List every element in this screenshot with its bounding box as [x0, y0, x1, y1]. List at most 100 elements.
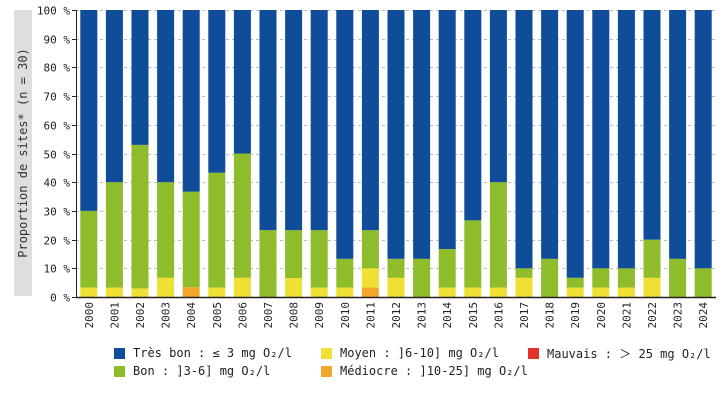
bar-2006-bon — [233, 153, 251, 278]
legend-swatch-mauvais — [528, 347, 539, 359]
y-tick-label-40: 40 % — [44, 177, 71, 190]
bar-2004-bon — [182, 191, 200, 288]
bar-2008-bon — [285, 230, 303, 279]
legend-item-mauvais: Mauvais : ＞ 25 mg O₂/l — [528, 344, 711, 362]
y-tick-label-100: 100 % — [37, 5, 70, 18]
bar-2003-tres-bon — [157, 10, 175, 183]
x-tick-label-2010: 2010 — [339, 302, 352, 329]
bar-2009-moyen — [310, 287, 328, 297]
bar-2000-tres-bon — [80, 10, 98, 211]
bar-2022-tres-bon — [643, 10, 661, 240]
bar-2023-bon — [669, 258, 687, 297]
bar-2012-moyen — [387, 277, 405, 297]
x-tick-label-2006: 2006 — [236, 302, 249, 329]
x-tick-label-2004: 2004 — [185, 302, 198, 329]
bar-2001-bon — [105, 182, 123, 288]
bars — [80, 10, 712, 297]
x-tick-label-2020: 2020 — [595, 302, 608, 329]
legend-item-mediocre: Médiocre : ]10-25] mg O₂/l — [321, 362, 528, 380]
bar-2019-bon — [566, 277, 584, 288]
x-tick-label-2022: 2022 — [646, 302, 659, 329]
x-tick-label-2003: 2003 — [160, 302, 173, 329]
x-tick-label-2017: 2017 — [518, 302, 531, 329]
x-tick-label-2016: 2016 — [492, 302, 505, 329]
x-tick-label-2002: 2002 — [134, 302, 147, 329]
bar-2019-tres-bon — [566, 10, 584, 278]
bar-2021-tres-bon — [617, 10, 635, 269]
bar-2016-moyen — [489, 287, 507, 297]
x-tick-label-2014: 2014 — [441, 302, 454, 329]
bar-2017-moyen — [515, 277, 533, 297]
y-tick-label-90: 90 % — [44, 34, 71, 47]
bar-2011-tres-bon — [361, 10, 379, 231]
legend-label-mediocre: Médiocre : ]10-25] mg O₂/l — [340, 364, 528, 378]
x-tick-label-2019: 2019 — [569, 302, 582, 329]
bar-2001-tres-bon — [105, 10, 123, 183]
bar-2017-bon — [515, 268, 533, 278]
y-tick-label-0: 0 % — [50, 292, 70, 305]
bar-2022-bon — [643, 239, 661, 278]
x-tick-label-2005: 2005 — [211, 302, 224, 329]
bar-2009-bon — [310, 230, 328, 288]
bar-2015-bon — [464, 220, 482, 288]
y-tick-label-10: 10 % — [44, 263, 71, 276]
bar-2006-moyen — [233, 277, 251, 297]
bar-2011-bon — [361, 230, 379, 269]
bar-2002-bon — [131, 144, 149, 289]
bar-2020-tres-bon — [592, 10, 610, 269]
legend-label-moyen: Moyen : ]6-10] mg O₂/l — [340, 346, 499, 360]
y-tick-label-20: 20 % — [44, 235, 71, 248]
bar-2008-tres-bon — [285, 10, 303, 231]
bar-2011-moyen — [361, 268, 379, 288]
legend-label-bon: Bon : ]3-6] mg O₂/l — [133, 364, 271, 378]
y-axis-title: Proportion de sites* (n = 30) — [16, 48, 30, 258]
legend-item-moyen: Moyen : ]6-10] mg O₂/l — [321, 344, 499, 362]
bar-2008-moyen — [285, 278, 303, 297]
legend-label-tres-bon: Très bon : ≤ 3 mg O₂/l — [133, 346, 292, 360]
bar-2000-moyen — [80, 287, 98, 297]
x-tick-label-2024: 2024 — [697, 302, 710, 329]
ylabel-band — [14, 10, 32, 296]
bar-2022-moyen — [643, 277, 661, 297]
x-tick-label-2011: 2011 — [364, 302, 377, 329]
bar-2002-tres-bon — [131, 10, 149, 145]
bar-2007-tres-bon — [259, 10, 277, 231]
bar-2020-moyen — [592, 287, 610, 297]
bar-2002-moyen — [131, 288, 149, 297]
bar-2014-bon — [438, 249, 456, 288]
bar-2015-tres-bon — [464, 10, 482, 221]
bar-2017-tres-bon — [515, 10, 533, 269]
bar-2005-tres-bon — [208, 10, 226, 173]
bar-2016-tres-bon — [489, 10, 507, 183]
legend: Très bon : ≤ 3 mg O₂/l Moyen : ]6-10] mg… — [114, 344, 714, 380]
y-tick-labels: 0 % 10 % 20 % 30 % 40 % 50 % 60 % 70 % 80 % 90 % 1… — [37, 5, 70, 305]
legend-item-bon: Bon : ]3-6] mg O₂/l — [114, 362, 270, 380]
x-tick-label-2018: 2018 — [544, 302, 557, 329]
bar-2000-bon — [80, 210, 98, 288]
legend-swatch-mediocre — [321, 365, 332, 377]
bar-2006-tres-bon — [233, 10, 251, 154]
y-tick-label-80: 80 % — [44, 62, 71, 75]
y-tick-label-60: 60 % — [44, 120, 71, 133]
axes — [76, 10, 716, 299]
bar-2009-tres-bon — [310, 10, 328, 231]
y-tick-label-50: 50 % — [44, 149, 71, 162]
legend-swatch-tres-bon — [114, 347, 125, 359]
bar-2005-moyen — [208, 287, 226, 297]
bar-2011-mediocre — [361, 287, 379, 297]
bar-2001-moyen — [105, 287, 123, 297]
bar-2014-moyen — [438, 287, 456, 297]
bar-2019-moyen — [566, 287, 584, 297]
y-tick-label-70: 70 % — [44, 91, 71, 104]
bar-2005-bon — [208, 172, 226, 288]
bar-2024-tres-bon — [694, 10, 712, 269]
bar-2024-bon — [694, 268, 712, 297]
x-tick-label-2008: 2008 — [288, 302, 301, 329]
bar-2015-moyen — [464, 287, 482, 297]
bar-2016-bon — [489, 182, 507, 288]
y-tick-label-30: 30 % — [44, 206, 71, 219]
bar-2020-bon — [592, 268, 610, 288]
bar-2003-moyen — [157, 277, 175, 297]
x-tick-labels: 2000 2001 2002 2003 2004 2005 2006 2007 2008 2009… — [83, 302, 710, 329]
